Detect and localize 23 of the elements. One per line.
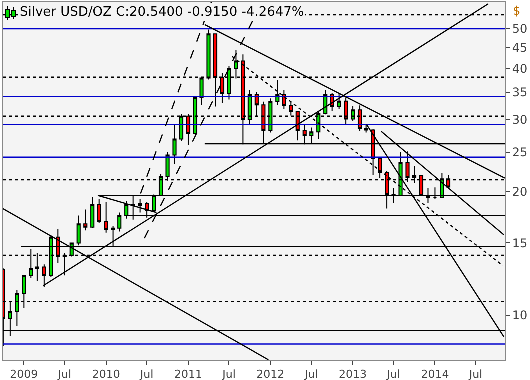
y-tick-label: 35 bbox=[512, 86, 528, 100]
x-tick-label: Jul bbox=[57, 368, 72, 380]
y-axis-title: $ bbox=[513, 4, 521, 18]
x-tick-label: Jul bbox=[304, 368, 318, 380]
x-tick-label: Jul bbox=[139, 368, 154, 380]
y-tick-label: 40 bbox=[512, 62, 528, 76]
y-tick-label: 50 bbox=[512, 22, 528, 36]
x-tick-label: 2010 bbox=[92, 368, 120, 380]
y-tick-label: 10 bbox=[512, 308, 528, 323]
y-tick-label: 15 bbox=[512, 236, 528, 250]
x-tick-label: Jul bbox=[386, 368, 400, 380]
x-tick-label: 2013 bbox=[339, 368, 368, 380]
x-tick-label: Jul bbox=[222, 368, 236, 380]
x-tick-label: Jul bbox=[468, 368, 483, 380]
y-tick-label: 20 bbox=[512, 185, 528, 200]
x-tick-label: 2012 bbox=[256, 368, 285, 380]
x-tick-label: 2011 bbox=[174, 368, 202, 380]
chart-title: Silver USD/OZ C:20.5400 -0.9150 -4.2647% bbox=[20, 5, 304, 20]
y-tick-label: 30 bbox=[512, 113, 528, 128]
y-tick-label: 25 bbox=[512, 146, 528, 160]
x-tick-label: 2014 bbox=[421, 368, 450, 380]
y-tick-label: 45 bbox=[512, 40, 528, 55]
x-tick-label: 2009 bbox=[10, 368, 38, 380]
